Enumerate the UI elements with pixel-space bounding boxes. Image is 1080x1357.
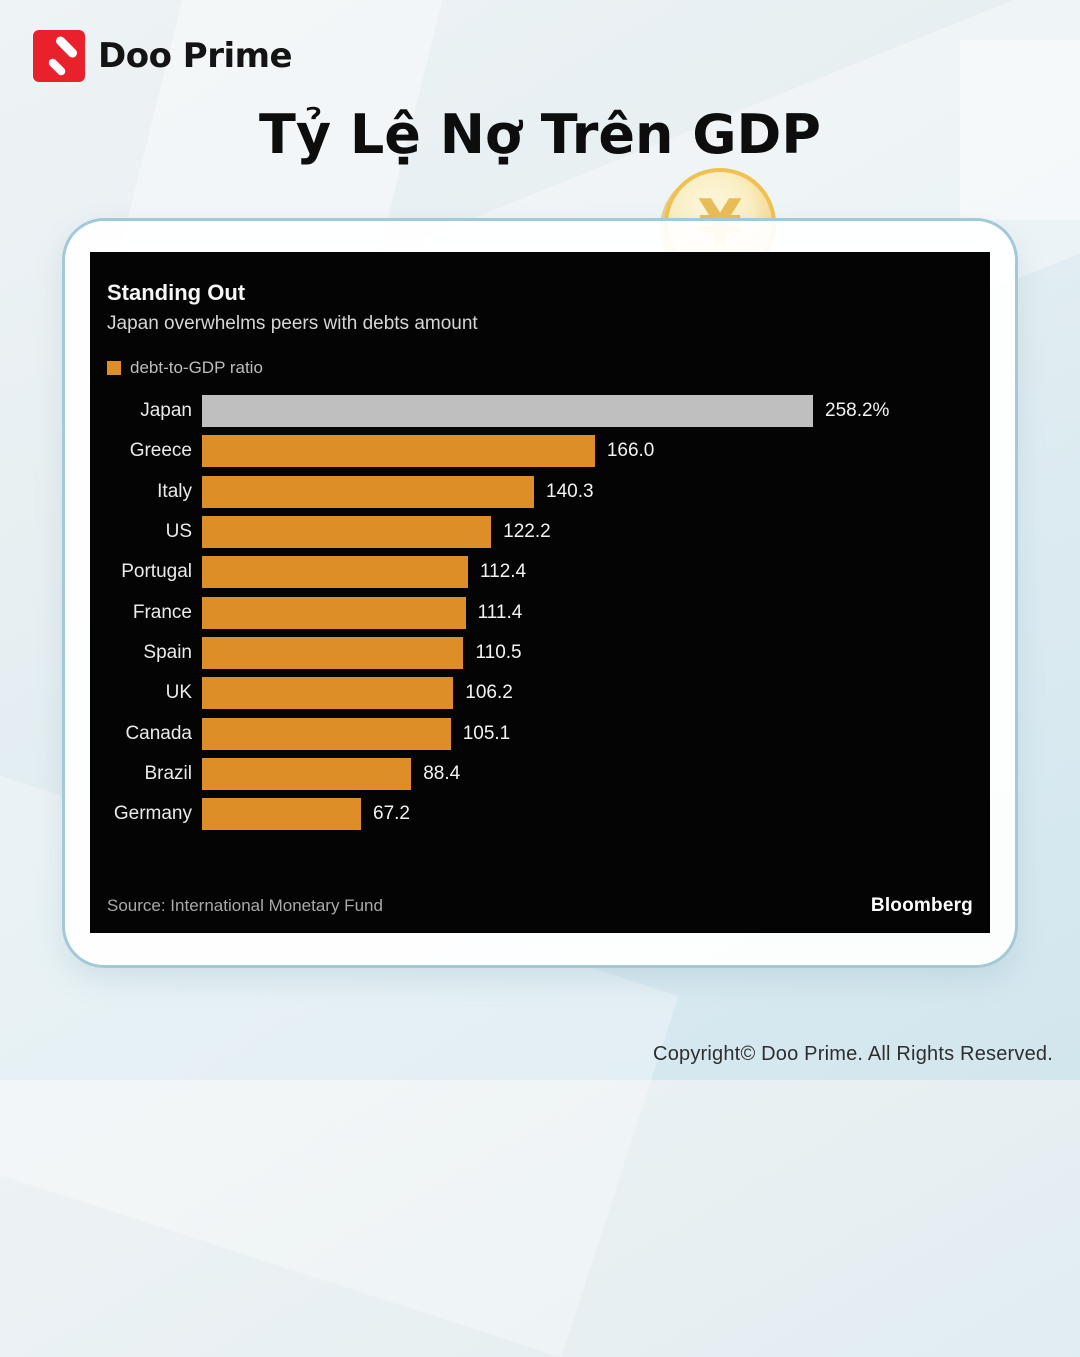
page-title: Tỷ Lệ Nợ Trên GDP	[259, 103, 821, 166]
bar-area: 105.1	[202, 717, 973, 750]
bar-area: 67.2	[202, 798, 973, 831]
chart-row: Greece 166.0	[107, 435, 973, 468]
value-label: 122.2	[503, 521, 551, 543]
chart-row: UK 106.2	[107, 677, 973, 710]
value-label: 140.3	[546, 480, 594, 502]
value-label: 111.4	[477, 601, 523, 623]
doo-prime-logo-icon	[33, 30, 85, 82]
category-label: Greece	[129, 440, 192, 462]
bar-area: 166.0	[202, 435, 973, 468]
bar-spain	[202, 636, 464, 669]
value-label: 105.1	[462, 722, 511, 744]
category-label: Germany	[113, 803, 192, 825]
chart-legend: debt-to-GDP ratio	[107, 358, 973, 378]
category-label: Canada	[125, 722, 192, 744]
category-label: Spain	[143, 641, 192, 663]
chart-rows: Japan 258.2% Greece 166.0 Italy 140.3 US 122.2 P…	[107, 395, 973, 831]
value-label: 258.2%	[825, 400, 890, 422]
bar-area: 258.2%	[202, 395, 973, 428]
chart-title: Standing Out	[107, 280, 246, 305]
chart-row: Germany 67.2	[107, 798, 973, 831]
value-label: 106.2	[465, 682, 513, 704]
copyright-text: Copyright© Doo Prime. All Rights Reserve…	[653, 1043, 1053, 1065]
category-label: Brazil	[144, 762, 192, 784]
value-label: 88.4	[423, 762, 461, 784]
chart-row: Portugal 112.4	[107, 556, 973, 589]
category-label: UK	[165, 682, 192, 704]
brand-header: Doo Prime	[33, 30, 293, 82]
bar-area: 106.2	[202, 677, 973, 710]
chart-card: Standing Out Japan overwhelms peers with…	[62, 218, 1018, 968]
bar-area: 122.2	[202, 516, 973, 549]
value-label: 67.2	[373, 803, 410, 825]
bar-germany	[202, 798, 362, 831]
bar-italy	[202, 475, 534, 508]
bar-area: 110.5	[202, 636, 973, 669]
category-label: US	[165, 521, 192, 543]
source-text: Source: International Monetary Fund	[107, 896, 383, 915]
brand-name: Doo Prime	[98, 36, 293, 76]
category-label: Portugal	[121, 561, 192, 583]
chart-subtitle: Japan overwhelms peers with debts amount	[107, 313, 478, 335]
value-label: 166.0	[606, 440, 655, 462]
bar-us	[202, 516, 492, 549]
chart-footer: Source: International Monetary Fund Bloo…	[107, 895, 973, 917]
legend-label: debt-to-GDP ratio	[130, 358, 263, 378]
chart-panel: Standing Out Japan overwhelms peers with…	[90, 252, 990, 933]
logo-stroke-icon	[54, 34, 79, 60]
value-label: 112.4	[479, 561, 527, 583]
bar-portugal	[202, 556, 468, 589]
bar-france	[202, 596, 466, 629]
bar-canada	[202, 717, 451, 750]
bar-area: 140.3	[202, 475, 973, 508]
bar-brazil	[202, 757, 412, 790]
bar-area: 111.4	[202, 596, 973, 629]
bar-area: 112.4	[202, 556, 973, 589]
bar-uk	[202, 677, 454, 710]
bar-area: 88.4	[202, 757, 973, 790]
chart-row: France 111.4	[107, 596, 973, 629]
chart-row: Italy 140.3	[107, 475, 973, 508]
bloomberg-attribution: Bloomberg	[870, 895, 973, 916]
chart-row: US 122.2	[107, 516, 973, 549]
chart-row: Japan 258.2%	[107, 395, 973, 428]
category-label: Japan	[140, 400, 192, 422]
bar-greece	[202, 435, 595, 468]
category-label: Italy	[157, 480, 192, 502]
value-label: 110.5	[475, 641, 522, 663]
chart-row: Brazil 88.4	[107, 757, 973, 790]
chart-row: Canada 105.1	[107, 717, 973, 750]
category-label: France	[132, 601, 192, 623]
chart-row: Spain 110.5	[107, 636, 973, 669]
logo-stroke-icon	[47, 57, 67, 77]
legend-swatch-icon	[107, 361, 121, 376]
bar-japan	[202, 395, 813, 428]
